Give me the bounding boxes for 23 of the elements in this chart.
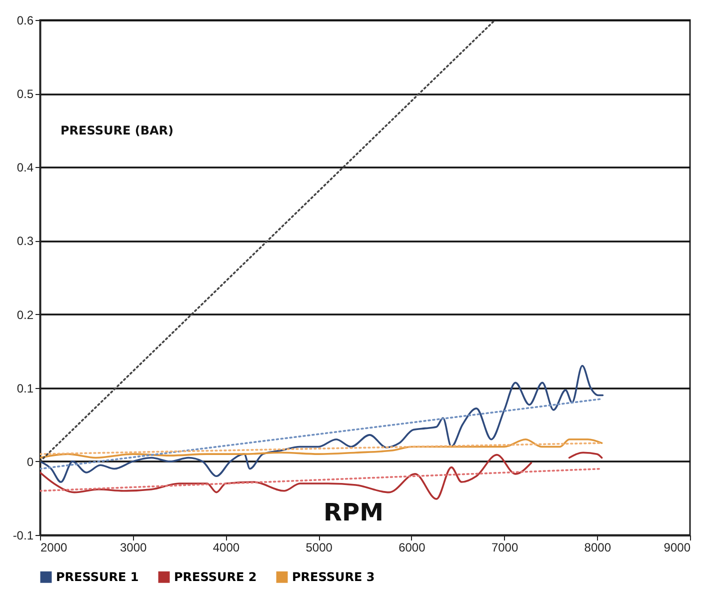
legend-label: PRESSURE 1 [56,570,139,584]
x-axis-title: RPM [324,498,384,526]
y-tick-label: 0 [26,454,34,469]
y-tick-label: -0.1 [12,528,34,542]
x-tick-label: 4000 [212,540,240,554]
y-tick-label: 0.3 [16,234,34,248]
y-tick-label: 0.5 [16,87,34,102]
y-tick-label: 0.6 [16,14,34,28]
line-series [40,438,603,459]
legend-label: PRESSURE 3 [292,570,375,584]
y-tick-label: 0.2 [16,308,34,322]
x-tick-label: 5000 [306,540,333,554]
x-tick-label: 8000 [584,540,612,554]
y-tick-label: 0.1 [16,381,34,396]
x-tick-label: 2000 [40,540,68,554]
x-tick-label: 3000 [120,540,148,554]
line-series [40,364,604,483]
legend-label: PRESSURE 2 [174,570,257,584]
x-tick-label: 9000 [664,540,691,554]
y-tick-label: 0.4 [16,160,34,175]
x-tick-label: 6000 [398,540,426,554]
x-tick-label: 7000 [491,540,518,554]
y-axis-title: PRESSURE (BAR) [60,124,174,138]
